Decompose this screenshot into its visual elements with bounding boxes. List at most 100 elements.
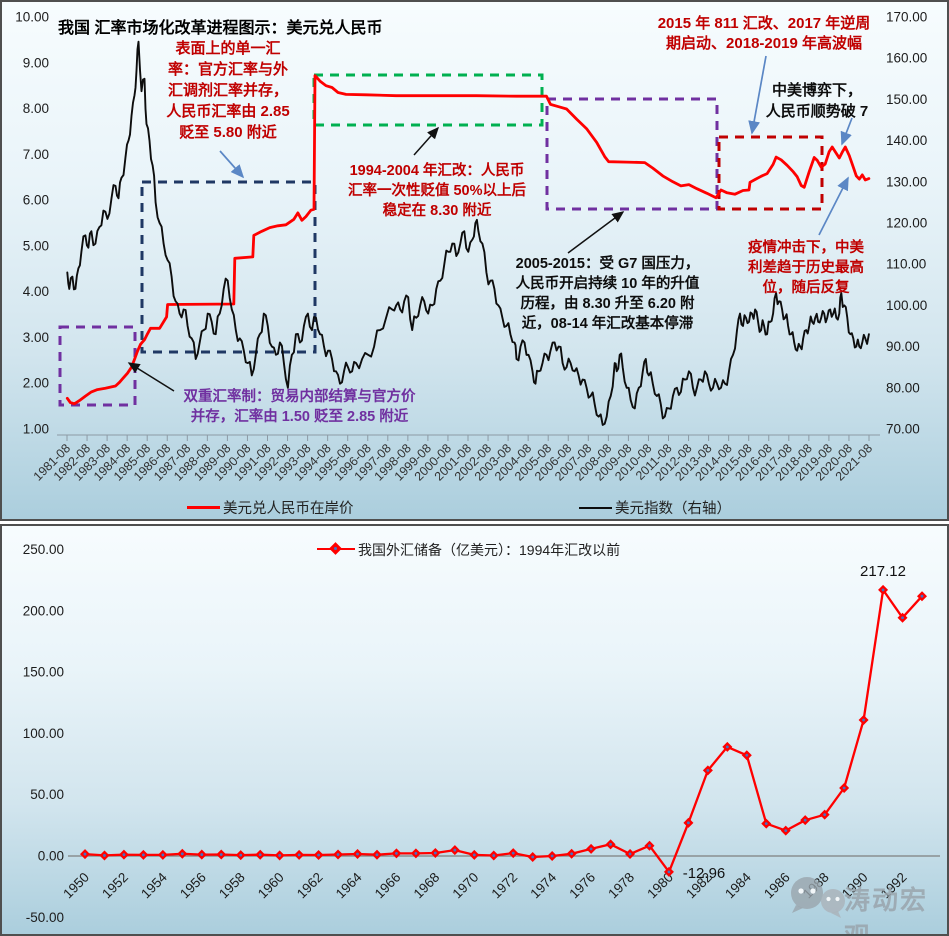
reserves-marker-dot (881, 588, 885, 592)
annotation-covid-spread: 疫情冲击下，中美 利差趋于历史最高 位，随后反复 (748, 240, 864, 296)
annotation-single-rate: 表面上的单一汇 率：官方汇率与外 汇调剂汇率并存， 人民币汇率由 2.85 贬至… (166, 40, 290, 141)
reserves-marker-dot (823, 813, 827, 817)
reserves-y-axis-label: -50.00 (26, 910, 64, 925)
right-y-axis-label: 90.00 (886, 339, 920, 354)
reserves-x-axis-label: 1976 (566, 870, 598, 902)
left-y-axis-label: 5.00 (23, 238, 49, 253)
left-y-axis-label: 1.00 (23, 422, 49, 437)
reserves-marker-dot (492, 854, 496, 857)
data-label-trough-12: -12.96 (682, 865, 726, 882)
reserves-marker-dot (219, 853, 223, 856)
reserves-x-axis-label: 1968 (411, 870, 443, 902)
reserves-marker-dot (570, 852, 574, 856)
black-callout-arrow (567, 211, 625, 254)
right-y-axis-label: 70.00 (886, 422, 920, 437)
reserves-marker-dot (687, 821, 690, 825)
reserves-marker-dot (609, 842, 612, 846)
era-box-2005-2015 (545, 97, 719, 211)
reserves-marker-dot (648, 844, 651, 848)
reserves-marker-dot (200, 853, 204, 856)
right-y-axis-label: 130.00 (886, 174, 927, 189)
reserves-marker-dot (122, 853, 126, 857)
page-title: 我国 汇率市场化改革进程图示：美元兑人民币 (58, 20, 383, 37)
right-y-axis-label: 110.00 (886, 257, 926, 272)
annotation-2005-2015-appreciation: 2005-2015：受 G7 国压力， 人民币开启持续 10 年的升值 历程，由… (515, 256, 700, 332)
usd-index-line (66, 40, 870, 426)
reserves-marker-dot (784, 829, 788, 833)
reserves-marker-dot (920, 594, 924, 598)
reserves-x-axis-label: 1966 (372, 870, 404, 902)
reserves-marker-dot (258, 853, 262, 857)
reserves-y-axis-label: 200.00 (23, 603, 64, 618)
wechat-bubbles-icon (791, 877, 845, 918)
left-y-axis-label: 10.00 (15, 10, 49, 25)
left-y-axis-label: 4.00 (23, 284, 49, 299)
reserves-line (84, 588, 923, 874)
reserves-marker-dot (531, 855, 535, 859)
reserves-marker-dot (336, 853, 340, 856)
reserves-x-axis-label: 1972 (488, 870, 520, 902)
left-y-axis-label: 7.00 (23, 147, 49, 162)
reserves-marker-dot (83, 852, 87, 856)
reserves-marker-dot (628, 852, 632, 856)
reserves-marker-dot (395, 852, 398, 855)
legend-label-reserves: 我国外汇储备（亿美元）：1994年汇改以前 (358, 542, 621, 558)
annotation-us-china-game: 中美博弈下， 人民币顺势破 7 (765, 82, 869, 120)
reserves-marker-dot (141, 853, 145, 857)
annotation-2015-811-reform: 2015 年 811 汇改、2017 年逆周 期启动、2018-2019 年高波… (657, 15, 871, 52)
reserves-y-axis-label: 150.00 (23, 665, 64, 680)
legend-line-usd-index (579, 507, 612, 509)
fx-reserves-panel: 250.00 200.00 150.00 100.00 50.00 0.00 -50.00 1… (0, 524, 949, 936)
reserves-x-axis-label: 1978 (605, 870, 637, 902)
blue-callout-arrow (219, 150, 245, 179)
reserves-x-axis-label: 1960 (255, 870, 287, 902)
reserves-x-axis-label: 1954 (138, 869, 170, 901)
reserves-marker-dot (180, 852, 184, 856)
reserves-marker-dot (278, 854, 282, 857)
reserves-x-axis-label: 1974 (527, 869, 559, 901)
watermark-taodong-macro: 涛动宏观 (844, 885, 929, 934)
blue-callout-arrow (818, 176, 849, 236)
reserves-marker-dot (103, 854, 106, 857)
reserves-marker-dot (511, 851, 515, 855)
reserves-y-axis-label: 100.00 (23, 726, 64, 741)
left-y-axis-label: 6.00 (23, 193, 49, 208)
right-y-axis-label: 80.00 (886, 380, 920, 395)
reserves-marker-dot (453, 848, 457, 852)
blue-callout-arrow (840, 117, 853, 146)
reserves-marker-dot (550, 854, 554, 858)
reserves-marker-dot (239, 853, 243, 857)
legend-diamond-center-dot (334, 547, 337, 550)
reserves-marker-dot (161, 853, 165, 857)
reserves-marker-dot (317, 853, 320, 857)
reserves-x-axis-label: 1956 (177, 870, 209, 902)
reserves-x-axis-label: 1952 (99, 870, 131, 902)
annotation-1994-2004-reform: 1994-2004 年汇改：人民币 汇率一次性贬值 50%以上后 稳定在 8.3… (347, 163, 527, 219)
era-box-1994-2004 (312, 73, 544, 127)
right-y-axis-label: 100.00 (886, 298, 927, 313)
reserves-marker-dot (589, 847, 593, 851)
right-y-axis-label: 160.00 (886, 51, 927, 66)
era-box-2015-2019 (717, 135, 824, 211)
legend-line-usdcny (187, 506, 220, 509)
right-y-axis-label: 170.00 (886, 10, 927, 25)
right-y-axis-label: 120.00 (886, 216, 927, 231)
reserves-marker-dot (356, 852, 359, 856)
reserves-y-axis-label: 250.00 (23, 542, 64, 557)
left-y-axis-label: 2.00 (23, 376, 49, 391)
left-y-axis-label: 9.00 (23, 55, 49, 70)
reserves-marker-dot (862, 718, 865, 722)
reserves-marker-dot (433, 851, 437, 855)
reserves-marker-dot (706, 768, 710, 772)
black-callout-arrow (127, 362, 175, 392)
data-label-peak-217: 217.12 (860, 563, 906, 580)
reserves-x-axis-label: 1958 (216, 870, 248, 902)
top-chart-panel: 1981-08 1982-08 1983-08 1984-08 1985-08 1986-… (0, 0, 949, 521)
reserves-y-axis-label: 0.00 (38, 849, 64, 864)
reserves-marker-dot (764, 822, 768, 825)
reserves-marker-dot (297, 853, 301, 857)
reserves-marker-dot (375, 853, 379, 857)
right-y-axis-label: 150.00 (886, 92, 927, 107)
era-box-single-rate (140, 180, 317, 354)
